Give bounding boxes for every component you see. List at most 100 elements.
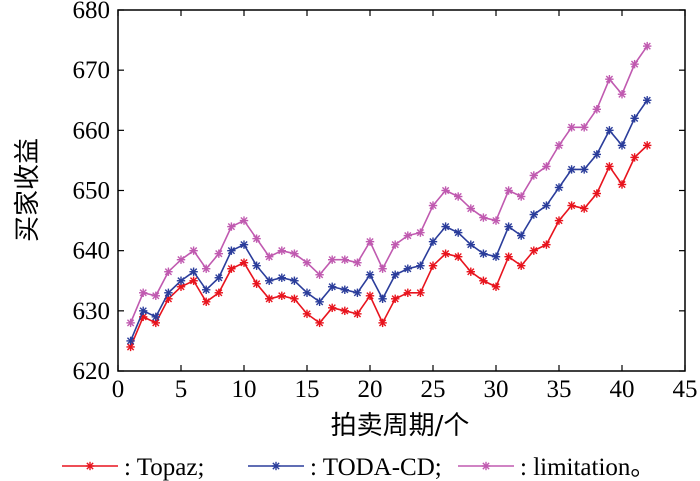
data-point [202, 285, 211, 294]
data-point [126, 336, 135, 346]
series-line-2 [129, 45, 648, 324]
data-point [365, 291, 375, 300]
data-point [265, 252, 274, 261]
data-point [328, 255, 337, 264]
data-point [416, 261, 425, 270]
data-point [139, 306, 148, 316]
x-tick-label: 15 [295, 376, 320, 403]
data-point [504, 222, 513, 231]
data-point [542, 162, 551, 171]
data-point [239, 258, 249, 267]
data-point [176, 255, 186, 264]
data-point [265, 276, 274, 285]
data-point [504, 186, 513, 195]
data-point [214, 249, 223, 258]
data-point [189, 246, 198, 255]
tick-labels: 0 5 10 15 20 25 30 35 40 45 620 630 640 650 660 670 680 [73, 0, 698, 403]
data-point [378, 318, 387, 328]
data-point [491, 282, 501, 291]
x-tick-label: 45 [673, 376, 698, 403]
data-point [466, 267, 475, 276]
data-point [176, 276, 186, 285]
y-tick-label: 650 [73, 178, 111, 205]
data-point [630, 59, 639, 69]
data-point [214, 273, 223, 282]
data-point [643, 141, 652, 150]
data-point [517, 261, 526, 270]
data-point [340, 255, 349, 264]
legend: : Topaz;: TODA-CD;: limitation。 [62, 454, 655, 481]
x-tick-label: 0 [112, 376, 125, 403]
plot-area [117, 9, 686, 372]
data-point [567, 201, 576, 210]
data-point [466, 240, 475, 249]
data-point [643, 41, 652, 51]
data-point [529, 171, 538, 180]
data-point [239, 240, 249, 249]
data-point [290, 294, 299, 303]
data-point [328, 282, 337, 291]
legend-entry-2: : limitation。 [458, 454, 655, 481]
legend-entry-0: : Topaz; [62, 454, 204, 481]
series-markers-2 [126, 41, 652, 328]
data-point [252, 261, 261, 270]
data-point [617, 90, 627, 99]
data-point [428, 237, 438, 246]
data-point [277, 291, 286, 300]
data-point [529, 246, 538, 255]
data-point [227, 264, 236, 273]
data-point [139, 288, 148, 297]
legend-label: : Topaz; [124, 454, 204, 481]
series-line-0 [129, 144, 648, 348]
data-point [441, 222, 450, 231]
data-point [403, 288, 412, 297]
data-point [315, 318, 324, 328]
y-tick-label: 680 [73, 0, 111, 24]
data-point [403, 264, 412, 273]
data-point [491, 252, 501, 261]
data-point [202, 264, 211, 273]
data-point [252, 279, 261, 288]
data-point [592, 189, 601, 198]
data-point [454, 252, 463, 261]
data-point [378, 264, 387, 273]
data-point [290, 276, 299, 285]
data-point [302, 288, 312, 297]
data-point [189, 267, 198, 276]
data-point [227, 222, 236, 231]
x-tick-label: 20 [358, 376, 383, 403]
data-point [353, 288, 362, 297]
data-point [227, 246, 236, 255]
data-point [643, 96, 652, 105]
data-point [466, 204, 475, 213]
data-point [290, 249, 299, 258]
data-point [265, 294, 274, 303]
x-tick-label: 5 [175, 376, 188, 403]
data-point [189, 276, 198, 285]
data-point [580, 204, 589, 213]
data-point [416, 288, 425, 297]
data-point [202, 297, 211, 307]
legend-marker [271, 461, 281, 471]
data-point [277, 246, 286, 255]
data-point [529, 210, 538, 219]
data-point [252, 234, 261, 243]
legend-marker [481, 461, 491, 471]
data-point [479, 249, 488, 258]
data-point [365, 270, 375, 279]
data-point [605, 74, 614, 84]
data-point [302, 309, 312, 319]
data-point [391, 240, 400, 249]
data-point [517, 192, 526, 201]
data-point [378, 294, 387, 303]
y-tick-label: 630 [73, 298, 111, 325]
series-markers-0 [126, 141, 652, 352]
data-point [617, 180, 627, 189]
y-tick-label: 670 [73, 57, 111, 84]
data-point [391, 294, 400, 303]
data-point [214, 288, 223, 297]
data-point [542, 240, 551, 249]
data-point [277, 273, 286, 282]
data-point [151, 312, 160, 322]
legend-label: : limitation。 [520, 454, 655, 481]
